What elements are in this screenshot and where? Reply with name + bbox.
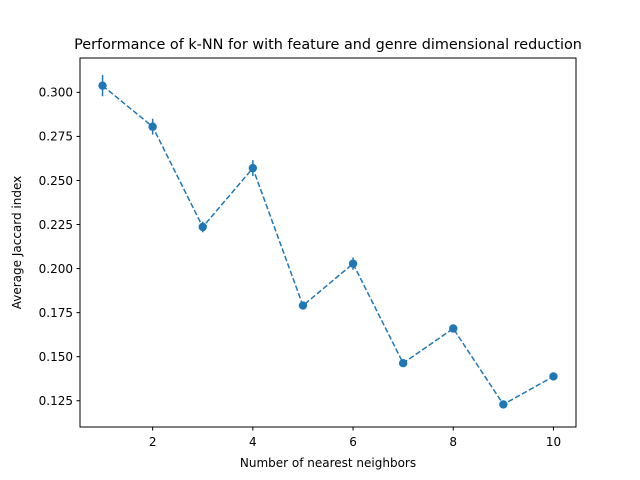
y-tick-label: 0.275	[39, 130, 73, 144]
y-tick-label: 0.225	[39, 218, 73, 232]
x-axis-ticks: 2 4 6 8 10	[149, 427, 561, 449]
y-tick-label: 0.200	[39, 262, 73, 276]
y-tick-label: 0.300	[39, 86, 73, 100]
y-axis-label: Average Jaccard index	[10, 176, 24, 310]
plot-frame	[79, 57, 577, 428]
data-point	[449, 324, 458, 333]
y-tick-label: 0.150	[39, 350, 73, 364]
chart-title: Performance of k-NN for with feature and…	[74, 37, 582, 53]
series-line	[102, 85, 554, 406]
y-tick-label: 0.250	[39, 174, 73, 188]
y-tick-label: 0.175	[39, 306, 73, 320]
data-point	[348, 259, 358, 268]
data-point	[98, 81, 107, 90]
data-point	[248, 163, 258, 173]
data-point	[298, 301, 308, 310]
x-tick-label: 4	[249, 435, 257, 449]
y-axis-ticks: 0.125 0.150 0.175 0.200 0.225 0.250 0.275 0.300	[39, 86, 80, 408]
data-point	[148, 122, 157, 131]
data-point	[398, 359, 408, 368]
data-point	[198, 222, 207, 232]
y-tick-label: 0.125	[39, 394, 73, 408]
x-tick-label: 6	[349, 435, 357, 449]
x-tick-label: 8	[449, 435, 457, 449]
series-layer	[98, 75, 558, 409]
data-point	[549, 372, 558, 381]
x-axis-label: Number of nearest neighbors	[240, 456, 416, 470]
series	[98, 75, 558, 409]
x-tick-label: 2	[149, 435, 157, 449]
data-point	[499, 400, 508, 409]
x-tick-label: 10	[546, 435, 561, 449]
